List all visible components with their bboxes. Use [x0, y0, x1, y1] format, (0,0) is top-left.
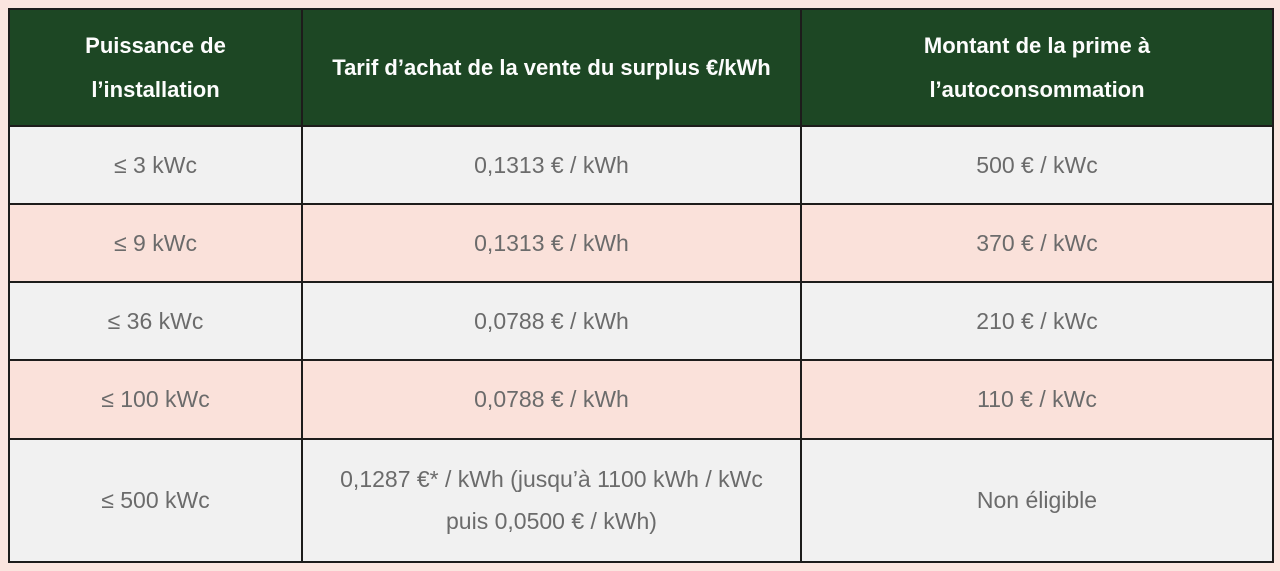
table-row: ≤ 3 kWc 0,1313 € / kWh 500 € / kWc: [8, 124, 1274, 206]
tariff-table: Puissance de l’installation Tarif d’acha…: [8, 8, 1274, 564]
cell-premium: 500 € / kWc: [800, 124, 1274, 206]
header-row: Puissance de l’installation Tarif d’acha…: [8, 8, 1274, 127]
header-self-consumption-premium: Montant de la prime à l’autoconsommation: [800, 8, 1274, 127]
cell-premium: 110 € / kWc: [800, 359, 1274, 440]
header-installation-power: Puissance de l’installation: [8, 8, 303, 127]
cell-tariff: 0,0788 € / kWh: [301, 281, 802, 362]
cell-power: ≤ 36 kWc: [8, 281, 303, 362]
cell-power: ≤ 3 kWc: [8, 124, 303, 206]
cell-premium: 370 € / kWc: [800, 203, 1274, 284]
cell-tariff: 0,1313 € / kWh: [301, 124, 802, 206]
cell-power: ≤ 9 kWc: [8, 203, 303, 284]
cell-tariff: 0,1287 €* / kWh (jusqu’à 1100 kWh / kWc …: [301, 437, 802, 564]
header-surplus-tariff: Tarif d’achat de la vente du surplus €/k…: [301, 8, 802, 127]
table-row: ≤ 500 kWc 0,1287 €* / kWh (jusqu’à 1100 …: [8, 437, 1274, 564]
cell-premium: 210 € / kWc: [800, 281, 1274, 362]
table-row: ≤ 100 kWc 0,0788 € / kWh 110 € / kWc: [8, 359, 1274, 440]
cell-power: ≤ 100 kWc: [8, 359, 303, 440]
cell-tariff: 0,0788 € / kWh: [301, 359, 802, 440]
tariff-table-frame: Puissance de l’installation Tarif d’acha…: [8, 8, 1274, 564]
table-row: ≤ 9 kWc 0,1313 € / kWh 370 € / kWc: [8, 203, 1274, 284]
cell-power: ≤ 500 kWc: [8, 437, 303, 564]
cell-premium: Non éligible: [800, 437, 1274, 564]
cell-tariff: 0,1313 € / kWh: [301, 203, 802, 284]
table-row: ≤ 36 kWc 0,0788 € / kWh 210 € / kWc: [8, 281, 1274, 362]
table-header: Puissance de l’installation Tarif d’acha…: [8, 8, 1274, 127]
table-body: ≤ 3 kWc 0,1313 € / kWh 500 € / kWc ≤ 9 k…: [8, 124, 1274, 564]
